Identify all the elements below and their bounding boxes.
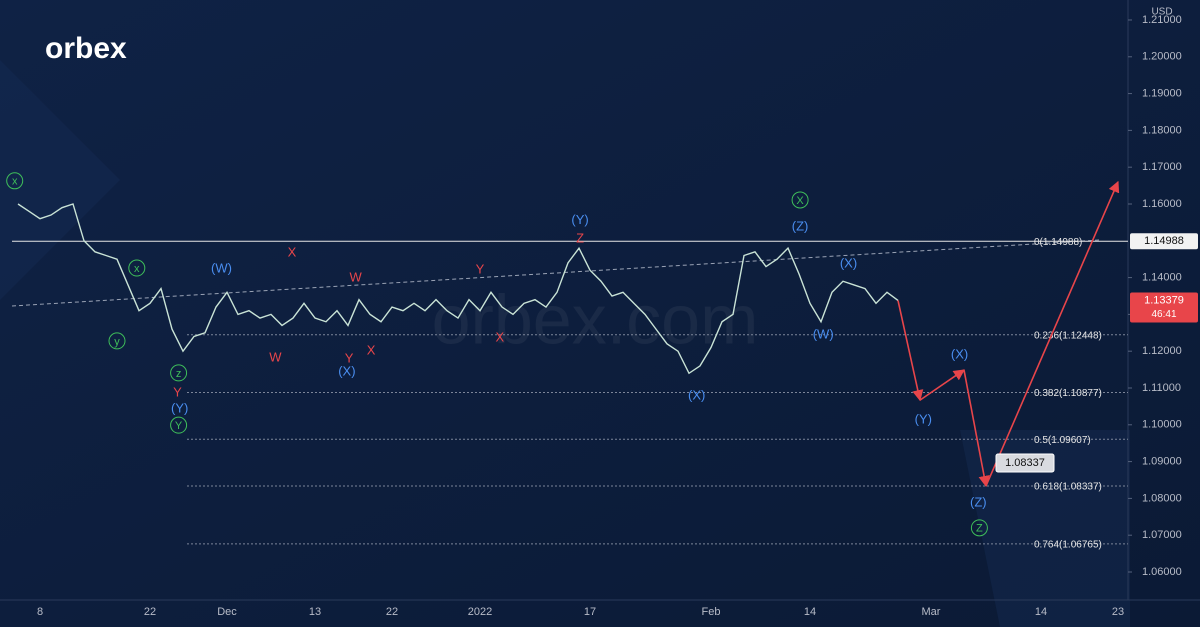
wave-circle xyxy=(170,364,188,382)
wave-label: (W) xyxy=(211,260,232,275)
fib-label: 0.382(1.10877) xyxy=(1034,388,1102,399)
level-box: 1.14988 xyxy=(1144,235,1184,247)
wave-label: x xyxy=(134,263,140,275)
wave-label: (Y) xyxy=(915,411,932,426)
x-tick-label: 14 xyxy=(804,606,816,618)
fib-label: 0.236(1.12448) xyxy=(1034,330,1102,341)
decor xyxy=(0,60,120,300)
watermark: orbex.com xyxy=(432,280,759,358)
wave-circle xyxy=(6,172,24,190)
y-tick-label: 1.20000 xyxy=(1142,51,1182,63)
wave-label: x xyxy=(12,176,18,188)
wave-label: (X) xyxy=(338,363,355,378)
wave-label: y xyxy=(114,336,120,348)
wave-circle xyxy=(970,519,988,537)
wave-label: Y xyxy=(345,350,354,365)
x-tick-label: 23 xyxy=(1112,606,1124,618)
currency: USD xyxy=(1151,7,1172,18)
last-price-bg xyxy=(1130,292,1198,323)
level-box-bg xyxy=(1130,233,1198,250)
fib-label: 0(1.14988) xyxy=(1034,237,1082,248)
decor xyxy=(960,430,1130,627)
target-box: 1.08337 xyxy=(1005,457,1045,469)
y-tick-label: 1.17000 xyxy=(1142,161,1182,173)
y-tick-label: 1.06000 xyxy=(1142,566,1182,578)
x-tick-label: Mar xyxy=(922,606,941,618)
wave-circle xyxy=(128,259,146,277)
y-tick-label: 1.10000 xyxy=(1142,419,1182,431)
logo: orbex xyxy=(45,32,127,65)
x-tick-label: 13 xyxy=(309,606,321,618)
wave-label: Y xyxy=(476,262,485,277)
wave-label: (X) xyxy=(840,255,857,270)
wave-label: X xyxy=(495,329,504,344)
x-tick-label: 8 xyxy=(37,606,43,618)
wave-label: Z xyxy=(576,230,584,245)
wave-label: W xyxy=(269,350,282,365)
wave-label: Y xyxy=(175,420,183,432)
wave-label: (Y) xyxy=(171,400,188,415)
forecast-arrow xyxy=(963,369,990,488)
y-tick-label: 1.08000 xyxy=(1142,492,1182,504)
y-tick-label: 1.07000 xyxy=(1142,529,1182,541)
wave-label: (Z) xyxy=(792,219,809,234)
y-tick-label: 1.09000 xyxy=(1142,455,1182,467)
wave-label: X xyxy=(288,244,297,259)
wave-label: (W) xyxy=(813,326,834,341)
x-tick-label: 22 xyxy=(386,606,398,618)
wave-label: Y xyxy=(173,384,182,399)
y-tick-label: 1.18000 xyxy=(1142,124,1182,136)
wave-circle xyxy=(170,416,188,434)
price-line xyxy=(17,203,899,375)
y-tick-label: 1.16000 xyxy=(1142,198,1182,210)
wave-label: (X) xyxy=(951,347,968,362)
fib-label: 0.618(1.08337) xyxy=(1034,482,1102,493)
y-tick-label: 1.14000 xyxy=(1142,271,1182,283)
last-price-timer: 46:41 xyxy=(1151,309,1176,320)
x-tick-label: 22 xyxy=(144,606,156,618)
forecast-arrow xyxy=(919,369,965,401)
wave-label: Z xyxy=(976,523,983,535)
wave-label: (X) xyxy=(688,387,705,402)
wave-label: z xyxy=(176,368,182,380)
y-tick-label: 1.12000 xyxy=(1142,345,1182,357)
last-price: 1.13379 xyxy=(1144,294,1184,306)
wave-circle xyxy=(108,332,126,350)
wave-label: W xyxy=(350,269,363,284)
x-tick-label: 17 xyxy=(584,606,596,618)
fib-label: 0.5(1.09607) xyxy=(1034,435,1091,446)
wave-label: (Z) xyxy=(970,495,987,510)
x-tick-label: Dec xyxy=(217,606,237,618)
forecast-arrow xyxy=(897,300,924,402)
wave-label: X xyxy=(367,343,376,358)
wave-label: X xyxy=(796,195,804,207)
y-tick-label: 1.11000 xyxy=(1142,382,1181,394)
x-tick-label: 2022 xyxy=(468,606,492,618)
x-tick-label: Feb xyxy=(702,606,721,618)
y-tick-label: 1.21000 xyxy=(1142,14,1182,26)
fib-label: 0.764(1.06765) xyxy=(1034,539,1102,550)
forecast-arrow xyxy=(985,180,1120,487)
y-tick-label: 1.19000 xyxy=(1142,87,1182,99)
wave-label: (Y) xyxy=(571,212,588,227)
x-tick-label: 14 xyxy=(1035,606,1047,618)
wave-circle xyxy=(791,191,809,209)
target-box-bg xyxy=(995,453,1055,473)
